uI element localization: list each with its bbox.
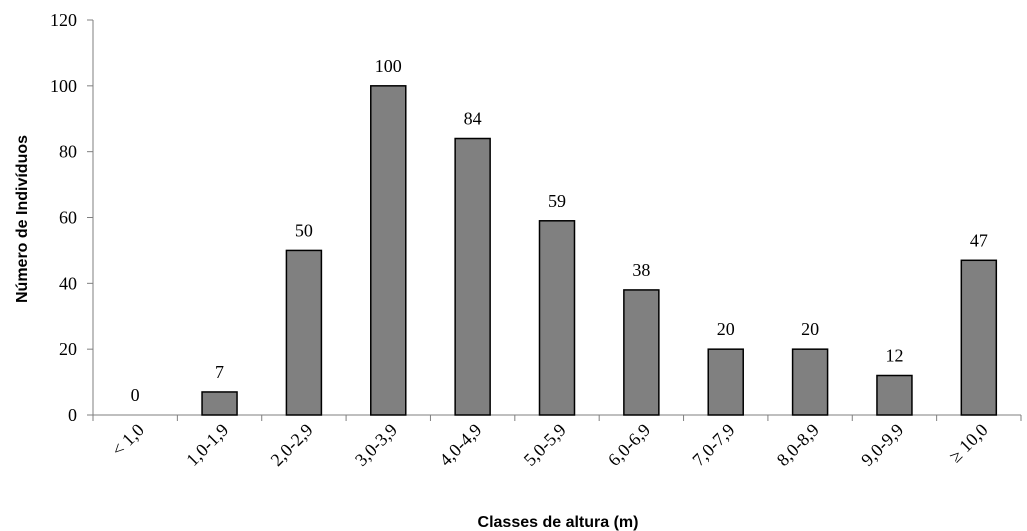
y-axis-title: Número de Indivíduos <box>14 135 31 303</box>
data-label: 47 <box>970 230 988 250</box>
y-axis: 0 20 40 60 80 100 120 <box>50 10 94 425</box>
y-tick-label: 80 <box>59 142 77 162</box>
bar <box>454 137 491 416</box>
data-label: 7 <box>215 362 224 382</box>
y-tick-label: 60 <box>59 208 77 228</box>
y-tick-label: 0 <box>68 405 77 425</box>
x-tick-label: 6,0-6,9 <box>604 420 654 470</box>
bar <box>876 374 913 416</box>
data-label: 20 <box>801 319 819 339</box>
bars <box>201 85 998 416</box>
x-tick-label: 9,0-9,9 <box>857 420 907 470</box>
x-tick-label: 8,0-8,9 <box>773 420 823 470</box>
bar <box>201 391 238 416</box>
data-label: 100 <box>375 56 402 76</box>
data-label: 84 <box>464 109 482 129</box>
bar <box>370 85 407 416</box>
bar <box>960 259 998 416</box>
data-label: 0 <box>131 385 140 405</box>
x-tick-label: 5,0-5,9 <box>520 420 570 470</box>
bar <box>791 348 829 416</box>
bar <box>707 348 744 416</box>
data-label: 50 <box>295 220 313 240</box>
data-label: 59 <box>548 191 566 211</box>
x-axis-title: Classes de altura (m) <box>478 514 639 531</box>
data-label: 12 <box>885 346 903 366</box>
x-tick-label: 1,0-1,9 <box>182 420 232 470</box>
data-label: 38 <box>632 260 650 280</box>
bar <box>285 249 323 416</box>
x-tick-label: 2,0-2,9 <box>267 420 317 470</box>
x-tick-label: ≥ 10,0 <box>945 420 992 467</box>
x-tick-label: < 1,0 <box>108 420 148 460</box>
y-tick-label: 120 <box>50 10 77 30</box>
data-label: 20 <box>717 319 735 339</box>
data-labels: 0 7 50 100 84 59 38 20 20 12 47 <box>131 56 988 405</box>
y-tick-label: 20 <box>59 339 77 359</box>
x-tick-label: 4,0-4,9 <box>435 420 485 470</box>
bar <box>623 289 660 416</box>
y-tick-label: 40 <box>59 273 77 293</box>
y-tick-label: 100 <box>50 76 77 96</box>
x-tick-label: 7,0-7,9 <box>688 420 738 470</box>
bar <box>538 220 576 416</box>
x-tick-label: 3,0-3,9 <box>351 420 401 470</box>
x-axis: < 1,0 1,0-1,9 2,0-2,9 3,0-3,9 4,0-4,9 5,0-5,9… <box>92 414 1022 470</box>
